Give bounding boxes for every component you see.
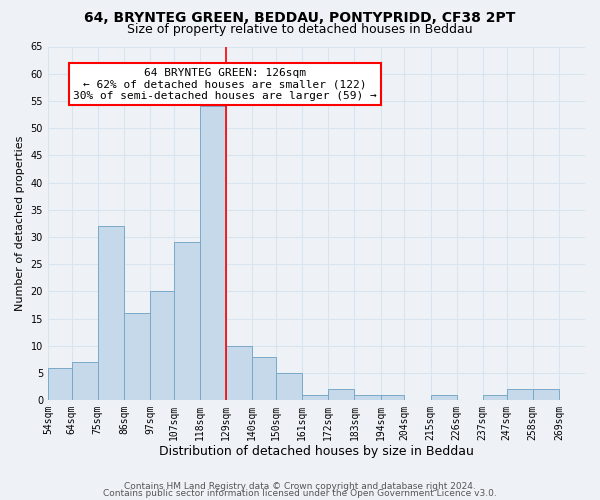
X-axis label: Distribution of detached houses by size in Beddau: Distribution of detached houses by size … — [159, 444, 474, 458]
Bar — [483, 395, 506, 400]
Bar — [533, 390, 559, 400]
Text: Contains public sector information licensed under the Open Government Licence v3: Contains public sector information licen… — [103, 489, 497, 498]
Bar — [506, 390, 533, 400]
Bar — [48, 368, 71, 400]
Text: Size of property relative to detached houses in Beddau: Size of property relative to detached ho… — [127, 22, 473, 36]
Bar — [328, 390, 355, 400]
Bar — [98, 226, 124, 400]
Y-axis label: Number of detached properties: Number of detached properties — [15, 136, 25, 311]
Bar — [355, 395, 380, 400]
Bar — [380, 395, 404, 400]
Text: 64, BRYNTEG GREEN, BEDDAU, PONTYPRIDD, CF38 2PT: 64, BRYNTEG GREEN, BEDDAU, PONTYPRIDD, C… — [85, 11, 515, 25]
Text: 64 BRYNTEG GREEN: 126sqm
← 62% of detached houses are smaller (122)
30% of semi-: 64 BRYNTEG GREEN: 126sqm ← 62% of detach… — [73, 68, 377, 101]
Text: Contains HM Land Registry data © Crown copyright and database right 2024.: Contains HM Land Registry data © Crown c… — [124, 482, 476, 491]
Bar — [252, 356, 276, 400]
Bar — [124, 313, 150, 400]
Bar — [226, 346, 252, 400]
Bar — [276, 373, 302, 400]
Bar — [200, 106, 226, 400]
Bar — [431, 395, 457, 400]
Bar — [302, 395, 328, 400]
Bar — [150, 292, 174, 400]
Bar — [174, 242, 200, 400]
Bar — [71, 362, 98, 400]
